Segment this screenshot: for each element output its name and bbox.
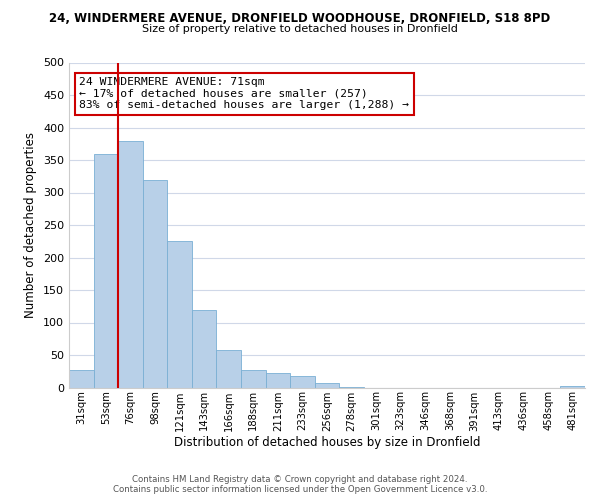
Bar	[560, 386, 585, 388]
X-axis label: Distribution of detached houses by size in Dronfield: Distribution of detached houses by size …	[174, 436, 480, 449]
Text: 24, WINDERMERE AVENUE, DRONFIELD WOODHOUSE, DRONFIELD, S18 8PD: 24, WINDERMERE AVENUE, DRONFIELD WOODHOU…	[49, 12, 551, 26]
Bar	[315, 383, 339, 388]
Bar	[217, 350, 241, 388]
Text: Size of property relative to detached houses in Dronfield: Size of property relative to detached ho…	[142, 24, 458, 34]
Bar	[94, 154, 118, 388]
Bar	[266, 372, 290, 388]
Bar	[290, 376, 315, 388]
Text: Contains HM Land Registry data © Crown copyright and database right 2024.
Contai: Contains HM Land Registry data © Crown c…	[113, 474, 487, 494]
Bar	[69, 370, 94, 388]
Bar	[118, 140, 143, 388]
Bar	[192, 310, 217, 388]
Bar	[339, 387, 364, 388]
Text: 24 WINDERMERE AVENUE: 71sqm
← 17% of detached houses are smaller (257)
83% of se: 24 WINDERMERE AVENUE: 71sqm ← 17% of det…	[79, 77, 409, 110]
Y-axis label: Number of detached properties: Number of detached properties	[25, 132, 37, 318]
Bar	[143, 180, 167, 388]
Bar	[241, 370, 266, 388]
Bar	[167, 242, 192, 388]
